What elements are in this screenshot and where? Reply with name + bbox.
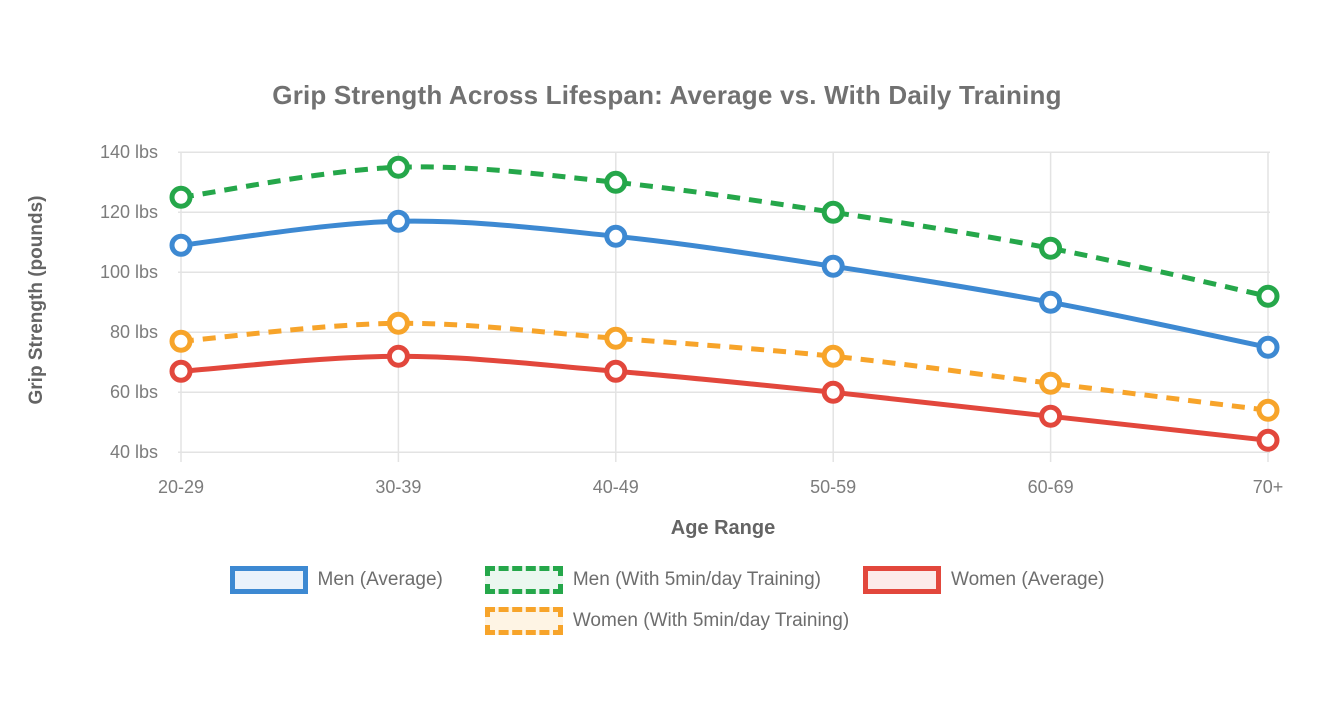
series-line-men-average xyxy=(180,218,1269,350)
data-point-women-training-70+[interactable] xyxy=(1256,398,1280,422)
legend-item-men-training[interactable]: Men (With 5min/day Training) xyxy=(484,566,821,594)
data-point-women-average-60-69[interactable] xyxy=(1039,404,1063,428)
data-point-women-training-50-59[interactable] xyxy=(821,344,845,368)
legend-item-women-training[interactable]: Women (With 5min/day Training) xyxy=(484,607,850,635)
series-line-women-average xyxy=(180,353,1269,443)
y-tick-label-40: 40 lbs xyxy=(109,442,158,463)
x-tick-label-20-29: 20-29 xyxy=(157,477,205,497)
legend-swatch-women-training xyxy=(484,607,563,635)
legend-label-men-training: Men (With 5min/day Training) xyxy=(572,569,821,590)
legend: Men (Average) Men (With 5min/day Training… xyxy=(0,566,1334,635)
y-tick-label-100: 100 lbs xyxy=(99,262,158,283)
data-point-women-training-60-69[interactable] xyxy=(1039,371,1063,395)
legend-item-women-average[interactable]: Women (Average) xyxy=(863,566,1104,594)
data-point-women-training-20-29[interactable] xyxy=(169,329,193,353)
data-point-women-average-50-59[interactable] xyxy=(821,380,845,404)
legend-swatch-men-training xyxy=(484,566,563,594)
legend-swatch-men-average xyxy=(229,566,308,594)
data-point-women-average-20-29[interactable] xyxy=(169,359,193,383)
y-tick-label-80: 80 lbs xyxy=(109,322,158,343)
data-point-women-average-70+[interactable] xyxy=(1256,428,1280,452)
legend-label-men-average: Men (Average) xyxy=(317,569,443,590)
x-tick-label-70+: 70+ xyxy=(1252,477,1284,497)
series-line-men-training xyxy=(180,164,1269,299)
legend-row-2: Women (With 5min/day Training) xyxy=(484,607,850,635)
y-tick-label-120: 120 lbs xyxy=(99,202,158,223)
data-point-women-training-30-39[interactable] xyxy=(386,311,410,335)
x-tick-label-40-49: 40-49 xyxy=(592,477,639,497)
data-point-men-training-50-59[interactable] xyxy=(821,200,845,224)
y-tick-label-140: 140 lbs xyxy=(99,142,158,163)
x-tick-label-60-69: 60-69 xyxy=(1027,477,1074,497)
data-point-men-average-70+[interactable] xyxy=(1256,335,1280,359)
chart-title: Grip Strength Across Lifespan: Average v… xyxy=(272,80,1062,110)
data-point-men-average-20-29[interactable] xyxy=(169,233,193,257)
legend-label-women-average: Women (Average) xyxy=(951,569,1105,590)
data-point-men-training-60-69[interactable] xyxy=(1039,236,1063,260)
data-point-men-training-70+[interactable] xyxy=(1256,284,1280,308)
data-point-women-average-30-39[interactable] xyxy=(386,344,410,368)
x-axis-title: Age Range xyxy=(670,517,776,539)
data-point-men-average-30-39[interactable] xyxy=(386,209,410,233)
legend-row-1: Men (Average) Men (With 5min/day Training… xyxy=(229,566,1104,594)
legend-label-women-training: Women (With 5min/day Training) xyxy=(572,610,850,631)
data-point-women-average-40-49[interactable] xyxy=(604,359,628,383)
legend-swatch-women-average xyxy=(863,566,941,594)
data-point-men-training-40-49[interactable] xyxy=(604,170,628,194)
data-point-men-training-20-29[interactable] xyxy=(169,185,193,209)
legend-item-men-average[interactable]: Men (Average) xyxy=(229,566,443,594)
data-point-women-training-40-49[interactable] xyxy=(604,326,628,350)
data-point-men-average-50-59[interactable] xyxy=(821,254,845,278)
x-tick-label-30-39: 30-39 xyxy=(375,477,422,497)
series-line-women-training xyxy=(180,320,1269,413)
data-point-men-training-30-39[interactable] xyxy=(386,155,410,179)
y-tick-label-60: 60 lbs xyxy=(109,382,158,403)
data-point-men-average-40-49[interactable] xyxy=(604,224,628,248)
x-tick-label-50-59: 50-59 xyxy=(810,477,857,497)
data-point-men-average-60-69[interactable] xyxy=(1039,290,1063,314)
